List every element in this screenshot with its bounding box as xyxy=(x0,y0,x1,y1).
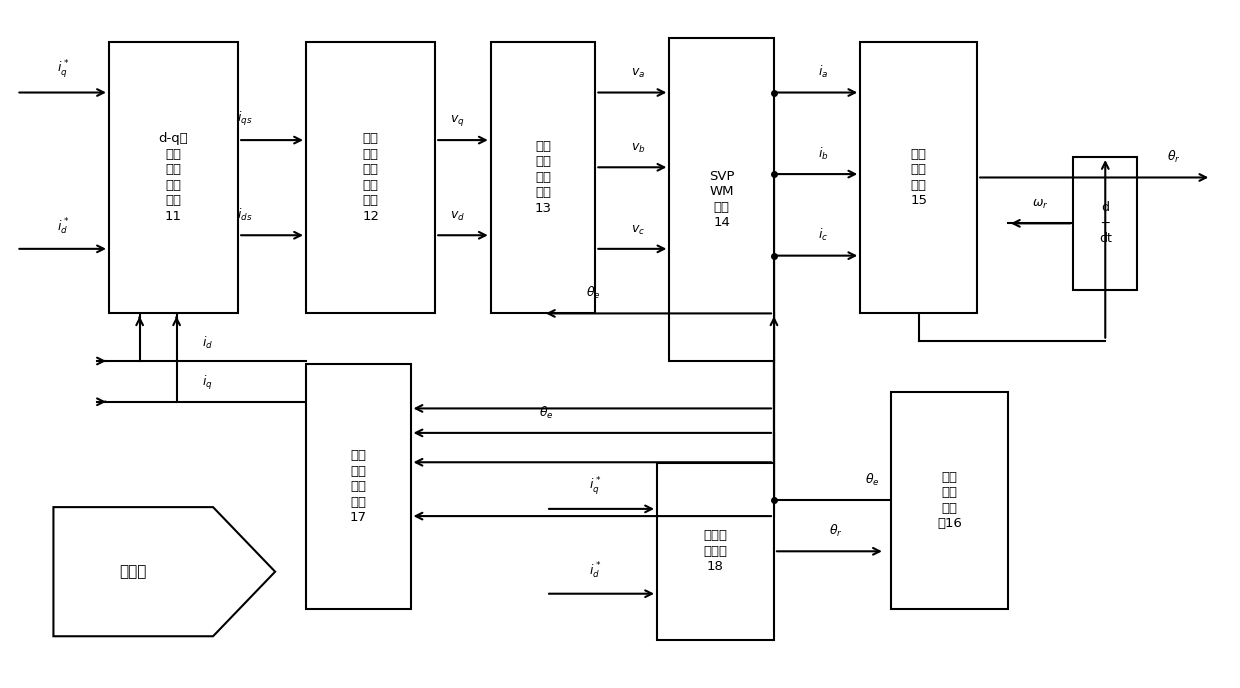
Text: SVP
WM
模块
14: SVP WM 模块 14 xyxy=(709,170,734,229)
Text: $v_d$: $v_d$ xyxy=(450,210,465,223)
Text: 感应
电机
模块
15: 感应 电机 模块 15 xyxy=(910,148,928,207)
Text: 驱动电
机系统
18: 驱动电 机系统 18 xyxy=(703,529,728,573)
Text: $i_q$: $i_q$ xyxy=(202,374,213,391)
Text: $\theta_e$: $\theta_e$ xyxy=(585,285,600,301)
Text: $i_b$: $i_b$ xyxy=(818,146,828,162)
Text: $i_{ds}$: $i_{ds}$ xyxy=(237,207,252,223)
Bar xyxy=(861,41,977,314)
Text: $v_c$: $v_c$ xyxy=(631,224,646,237)
Text: $i_{qs}$: $i_{qs}$ xyxy=(237,110,252,128)
Text: d
─
dt: d ─ dt xyxy=(1099,202,1112,246)
Text: $v_q$: $v_q$ xyxy=(450,113,465,128)
Text: 间接
磁场
定向
控制
模块
12: 间接 磁场 定向 控制 模块 12 xyxy=(362,132,379,223)
Bar xyxy=(306,41,435,314)
Bar xyxy=(306,365,410,609)
Text: $i_c$: $i_c$ xyxy=(818,227,828,244)
Text: $\theta_e$: $\theta_e$ xyxy=(538,405,553,420)
Text: $i_q^*$: $i_q^*$ xyxy=(57,58,69,80)
Text: $i_d$: $i_d$ xyxy=(202,334,213,351)
Text: $v_a$: $v_a$ xyxy=(631,67,646,80)
Text: 电压
坐标
转换
模块
13: 电压 坐标 转换 模块 13 xyxy=(534,140,552,215)
Text: $v_b$: $v_b$ xyxy=(631,142,646,155)
Bar xyxy=(109,41,238,314)
Bar xyxy=(892,391,1008,609)
Bar xyxy=(491,41,595,314)
Text: $i_d^*$: $i_d^*$ xyxy=(57,216,69,237)
Bar xyxy=(657,463,774,640)
Text: $\theta_e$: $\theta_e$ xyxy=(866,472,880,488)
Bar xyxy=(670,38,774,361)
Text: $i_q^*$: $i_q^*$ xyxy=(589,475,601,497)
Text: 磁通
角估
计模
块16: 磁通 角估 计模 块16 xyxy=(937,471,962,530)
Text: $\theta_r$: $\theta_r$ xyxy=(1167,149,1180,165)
Text: $\theta_r$: $\theta_r$ xyxy=(828,523,842,539)
Text: d-q轴
电流
解耦
控制
模块
11: d-q轴 电流 解耦 控制 模块 11 xyxy=(159,132,188,223)
Text: 等效为: 等效为 xyxy=(119,564,146,579)
Text: $i_d^*$: $i_d^*$ xyxy=(589,561,601,581)
Text: $i_a$: $i_a$ xyxy=(818,64,828,80)
Text: 电流
坐标
转换
模块
17: 电流 坐标 转换 模块 17 xyxy=(350,449,367,524)
Bar xyxy=(1074,157,1137,290)
Text: $\omega_r$: $\omega_r$ xyxy=(1033,198,1049,211)
